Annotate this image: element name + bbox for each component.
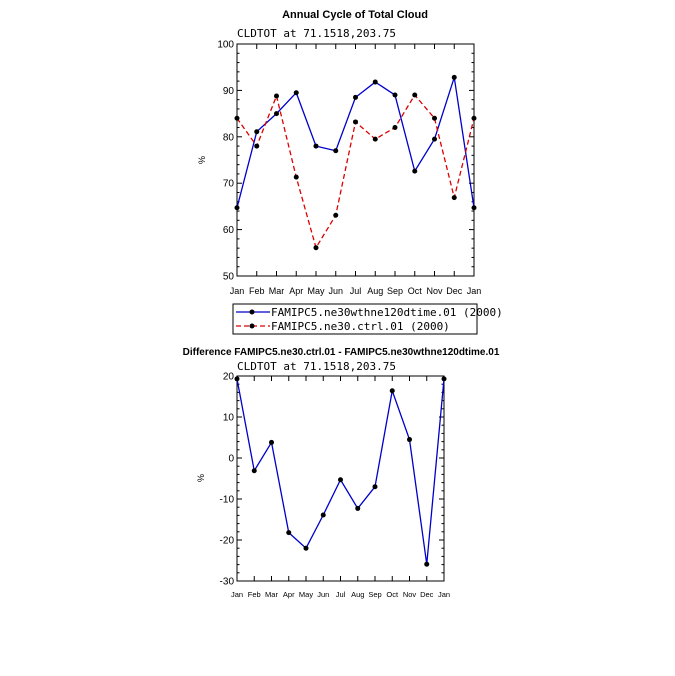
x-tick-label: Feb: [249, 286, 265, 296]
data-point: [313, 245, 319, 251]
x-tick-label: Jul: [350, 286, 362, 296]
x-tick-label: Sep: [387, 286, 403, 296]
x-tick-label: Dec: [446, 286, 463, 296]
data-point: [441, 376, 447, 382]
x-tick-label: Jan: [231, 590, 243, 599]
x-tick-label: Apr: [289, 286, 303, 296]
y-tick-label: -10: [220, 495, 235, 506]
x-tick-label: Jul: [336, 590, 346, 599]
y-tick-label: 20: [223, 372, 235, 383]
data-point: [353, 119, 358, 125]
data-point: [372, 79, 378, 85]
x-tick-label: Oct: [386, 590, 399, 599]
x-tick-label: May: [307, 286, 325, 296]
data-point: [274, 111, 279, 117]
data-point: [269, 439, 274, 445]
x-tick-label: Mar: [265, 590, 278, 599]
chart-subtitle: CLDTOT at 71.1518,203.75: [237, 27, 396, 40]
x-tick-label: Sep: [368, 590, 381, 599]
legend: FAMIPC5.ne30wthne120dtime.01 (2000) FAMI…: [232, 303, 503, 335]
data-point: [274, 93, 279, 99]
data-point: [333, 148, 339, 154]
legend-label-series-2: FAMIPC5.ne30.ctrl.01 (2000): [271, 320, 450, 333]
data-point: [254, 129, 260, 135]
data-point: [372, 136, 378, 142]
y-tick-label: -20: [220, 536, 235, 547]
data-point: [355, 505, 361, 511]
x-tick-label: May: [299, 590, 313, 599]
y-tick-label: 50: [223, 272, 235, 283]
legend-marker-series-2: [249, 323, 255, 329]
y-tick-label: 70: [223, 179, 235, 190]
data-point: [234, 376, 240, 382]
legend-label-series-1: FAMIPC5.ne30wthne120dtime.01 (2000): [271, 306, 503, 319]
data-point: [471, 115, 477, 121]
data-point: [412, 92, 418, 98]
data-point: [471, 205, 477, 211]
x-tick-label: Aug: [367, 286, 383, 296]
x-tick-label: Nov: [426, 286, 443, 296]
data-point: [333, 212, 339, 218]
x-tick-label: Jun: [317, 590, 329, 599]
data-point: [389, 388, 395, 394]
data-point: [293, 174, 299, 180]
data-point: [432, 115, 437, 121]
legend-marker-series-1: [249, 309, 255, 315]
y-tick-label: 60: [223, 225, 235, 236]
data-point: [251, 468, 257, 474]
data-point: [293, 90, 299, 96]
x-tick-label: Jan: [438, 590, 450, 599]
legend-box: [232, 303, 478, 335]
y-axis-label: %: [197, 156, 207, 164]
y-tick-label: 100: [217, 40, 234, 51]
series-line-1: [236, 378, 445, 565]
data-point: [451, 74, 457, 80]
x-tick-label: Nov: [403, 590, 417, 599]
data-point: [254, 143, 260, 149]
data-point: [407, 437, 412, 443]
x-tick-label: Mar: [269, 286, 285, 296]
data-point: [286, 530, 292, 536]
x-tick-label: Apr: [283, 590, 295, 599]
x-tick-label: Jan: [467, 286, 482, 296]
x-tick-label: Aug: [351, 590, 364, 599]
y-tick-label: 10: [223, 413, 235, 424]
data-point: [451, 195, 457, 201]
x-tick-label: Oct: [408, 286, 423, 296]
chart-title: Annual Cycle of Total Cloud: [282, 9, 428, 21]
data-point: [234, 115, 240, 121]
data-point: [353, 94, 358, 100]
x-tick-label: Feb: [248, 590, 261, 599]
data-point: [392, 125, 398, 131]
x-tick-label: Jun: [328, 286, 343, 296]
y-tick-label: 0: [228, 454, 234, 465]
data-point: [338, 477, 343, 483]
data-point: [303, 545, 309, 551]
chart-subtitle: CLDTOT at 71.1518,203.75: [237, 360, 396, 373]
plot-frame: [236, 43, 475, 277]
x-tick-label: Jan: [230, 286, 245, 296]
difference-chart: Difference FAMIPC5.ne30.ctrl.01 - FAMIPC…: [183, 347, 500, 599]
y-tick-label: 90: [223, 86, 235, 97]
y-tick-label: -30: [220, 577, 235, 588]
data-point: [412, 168, 418, 174]
chart-title: Difference FAMIPC5.ne30.ctrl.01 - FAMIPC…: [183, 347, 500, 358]
y-tick-label: 80: [223, 132, 235, 143]
data-point: [372, 484, 378, 490]
data-point: [313, 143, 319, 149]
data-point: [424, 561, 430, 567]
annual-cycle-chart: Annual Cycle of Total Cloud CLDTOT at 71…: [197, 9, 503, 335]
data-point: [320, 512, 326, 518]
data-point: [432, 136, 437, 142]
data-point: [234, 205, 240, 211]
data-point: [392, 92, 398, 98]
x-tick-label: Dec: [420, 590, 434, 599]
y-axis-label: %: [196, 474, 206, 482]
